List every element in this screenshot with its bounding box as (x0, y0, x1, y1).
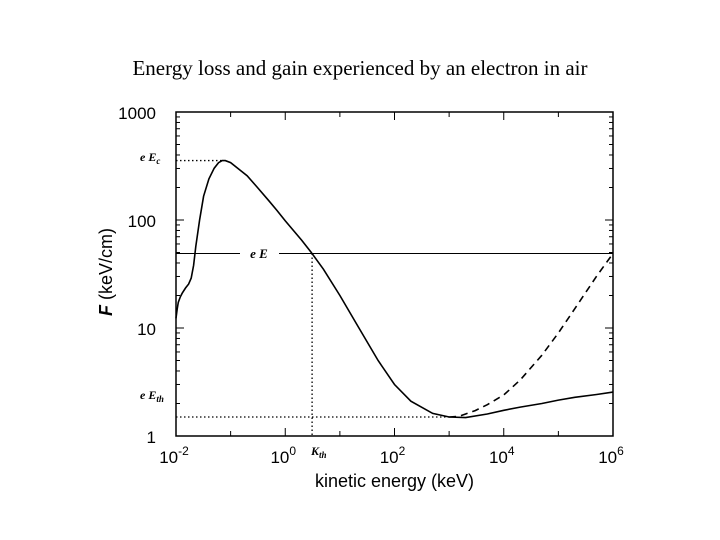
k-th-label: Kth (310, 444, 327, 460)
x-axis-label: kinetic energy (keV) (315, 471, 474, 491)
x-tick-label: 104 (489, 444, 515, 467)
e-eth-label: e Eth (140, 388, 164, 404)
e-e-label: e E (250, 246, 268, 261)
x-tick-label: 106 (598, 444, 624, 467)
y-tick-label: 1 (147, 428, 156, 447)
y-axis-label: F (keV/cm) (96, 228, 116, 316)
y-tick-label: 1000 (118, 104, 156, 123)
y-axis-symbol: F (96, 304, 116, 316)
y-tick-label: 100 (128, 212, 156, 231)
dashed-curve (449, 253, 614, 418)
plot-frame (175, 111, 614, 437)
x-tick-label: 10-2 (159, 444, 189, 467)
y-axis-units: (keV/cm) (96, 228, 116, 305)
e-ec-label: e Ec (140, 150, 160, 166)
x-tick-label: 100 (270, 444, 296, 467)
y-tick-label: 10 (137, 320, 156, 339)
x-tick-label: 102 (380, 444, 406, 467)
page-title: Energy loss and gain experienced by an e… (132, 56, 588, 80)
solid-curve (175, 159, 614, 419)
